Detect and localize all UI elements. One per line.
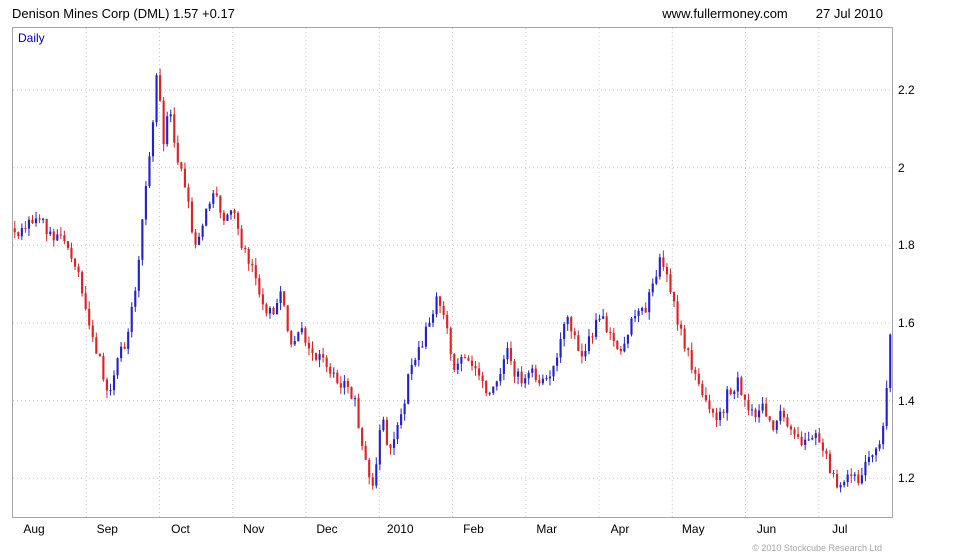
x-axis-label: Mar [536, 522, 558, 536]
y-axis-label: 2 [898, 160, 905, 175]
y-axis-label: 1.4 [898, 393, 915, 408]
x-axis-label: Sep [96, 522, 118, 536]
x-axis-label: Jul [832, 522, 848, 536]
plot-frame: Daily [12, 27, 893, 518]
x-axis-label: 2010 [386, 522, 414, 536]
timeframe-label: Daily [18, 31, 45, 45]
x-axis-label: Nov [243, 522, 265, 536]
header-right: www.fullermoney.com 27 Jul 2010 [662, 6, 883, 21]
candlestick-plot [13, 28, 892, 517]
site-url: www.fullermoney.com [662, 6, 788, 21]
chart-date: 27 Jul 2010 [815, 6, 883, 21]
y-axis-label: 1.6 [898, 315, 915, 330]
x-axis-label: Feb [463, 522, 484, 536]
copyright: © 2010 Stockcube Research Ltd [752, 543, 882, 553]
x-axis-label: Dec [316, 522, 338, 536]
y-axis-label: 1.2 [898, 471, 915, 486]
y-axis-label: 2.2 [898, 83, 915, 98]
x-axis-label: Aug [23, 522, 45, 536]
x-axis-label: Jun [756, 522, 777, 536]
x-axis-label: May [681, 522, 705, 536]
y-axis-label: 1.8 [898, 238, 915, 253]
x-axis-label: Oct [171, 522, 190, 536]
x-axis-label: Apr [610, 522, 630, 536]
chart-title: Denison Mines Corp (DML) 1.57 +0.17 [12, 6, 235, 21]
